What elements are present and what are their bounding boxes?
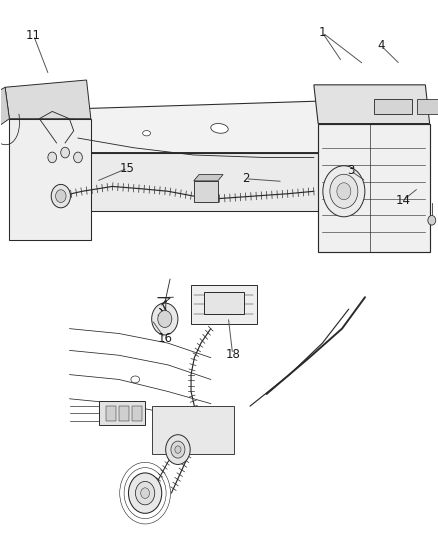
Circle shape	[56, 190, 66, 203]
Polygon shape	[69, 109, 82, 211]
Polygon shape	[193, 181, 217, 202]
Polygon shape	[5, 80, 91, 119]
Polygon shape	[416, 99, 437, 114]
Ellipse shape	[131, 376, 139, 383]
Text: 3: 3	[346, 164, 353, 177]
Circle shape	[51, 184, 70, 208]
Circle shape	[128, 473, 161, 513]
Polygon shape	[204, 293, 243, 314]
Text: 1: 1	[318, 26, 325, 39]
Ellipse shape	[210, 124, 228, 133]
Polygon shape	[119, 406, 128, 421]
Circle shape	[329, 174, 357, 208]
Text: 18: 18	[225, 348, 240, 361]
Text: 4: 4	[377, 39, 384, 52]
Text: 15: 15	[120, 161, 135, 175]
Polygon shape	[191, 285, 256, 324]
Circle shape	[74, 152, 82, 163]
Polygon shape	[313, 85, 429, 124]
Text: 16: 16	[157, 332, 172, 345]
Circle shape	[141, 488, 149, 498]
Circle shape	[174, 446, 180, 453]
Circle shape	[60, 147, 69, 158]
Circle shape	[170, 441, 184, 458]
Polygon shape	[99, 401, 145, 425]
Circle shape	[427, 215, 435, 225]
Polygon shape	[151, 406, 233, 455]
Polygon shape	[69, 99, 373, 152]
Text: 14: 14	[395, 193, 410, 207]
Polygon shape	[193, 174, 223, 181]
Circle shape	[135, 481, 154, 505]
Circle shape	[336, 183, 350, 200]
Polygon shape	[132, 406, 141, 421]
Circle shape	[157, 310, 171, 327]
Polygon shape	[106, 406, 115, 421]
Polygon shape	[9, 119, 91, 240]
Circle shape	[165, 435, 190, 464]
Polygon shape	[0, 87, 9, 131]
Polygon shape	[373, 99, 412, 114]
Polygon shape	[347, 99, 373, 211]
Circle shape	[151, 303, 177, 335]
Circle shape	[322, 166, 364, 217]
Polygon shape	[318, 124, 429, 252]
Text: 2: 2	[241, 172, 249, 185]
Text: 11: 11	[26, 29, 41, 42]
Ellipse shape	[142, 131, 150, 136]
Polygon shape	[82, 152, 347, 211]
Circle shape	[48, 152, 57, 163]
